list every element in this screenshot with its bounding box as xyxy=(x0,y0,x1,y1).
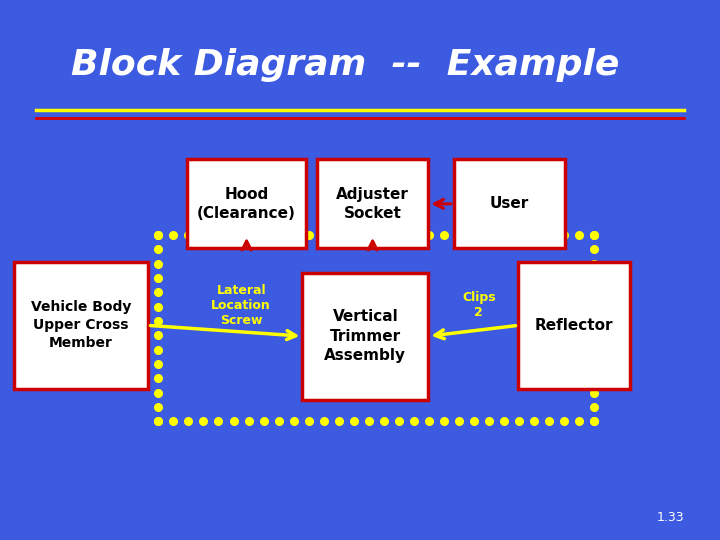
FancyBboxPatch shape xyxy=(317,159,428,248)
Text: Vehicle Body
Upper Cross
Member: Vehicle Body Upper Cross Member xyxy=(31,300,131,350)
Text: Reflector: Reflector xyxy=(535,318,613,333)
FancyBboxPatch shape xyxy=(14,262,148,389)
Text: User: User xyxy=(490,197,529,211)
FancyBboxPatch shape xyxy=(187,159,306,248)
Text: Lateral
Location
Screw: Lateral Location Screw xyxy=(212,284,271,327)
Text: 1.33: 1.33 xyxy=(657,511,684,524)
Text: Vertical
Trimmer
Assembly: Vertical Trimmer Assembly xyxy=(325,309,406,363)
FancyBboxPatch shape xyxy=(302,273,428,400)
Text: Adjuster
Socket: Adjuster Socket xyxy=(336,187,409,221)
FancyBboxPatch shape xyxy=(454,159,565,248)
Text: Block Diagram  --  Example: Block Diagram -- Example xyxy=(71,48,620,82)
Text: Hood
(Clearance): Hood (Clearance) xyxy=(197,187,296,221)
FancyBboxPatch shape xyxy=(518,262,630,389)
Text: Clips
2: Clips 2 xyxy=(462,291,495,319)
